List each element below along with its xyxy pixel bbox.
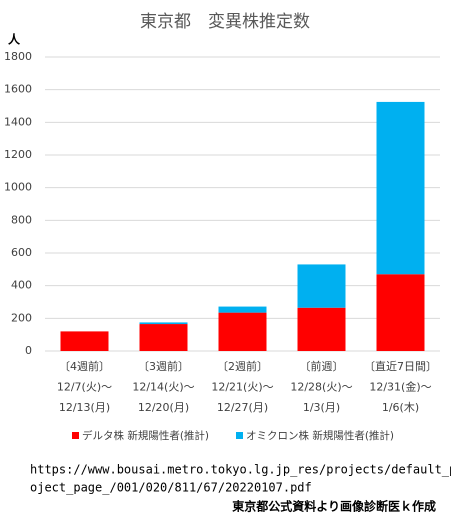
x-tick-label: 〔前週〕: [300, 359, 344, 373]
y-tick-label: 1600: [4, 83, 32, 96]
legend-label: デルタ株 新規陽性者(推計): [82, 429, 209, 442]
x-tick-label: 〔直近7日間〕: [364, 359, 437, 373]
y-tick-label: 1800: [4, 50, 32, 63]
legend-swatch: [236, 432, 243, 439]
y-tick-label: 600: [11, 246, 32, 259]
y-tick-label: 1200: [4, 148, 32, 161]
bar-segment: [218, 306, 267, 313]
bar-segment: [139, 322, 188, 325]
x-tick-label: 1/3(月): [303, 401, 340, 414]
x-tick-label: 12/14(火)〜: [132, 381, 194, 394]
bar-segment: [297, 307, 346, 351]
legend-label: オミクロン株 新規陽性者(推計): [246, 429, 394, 442]
y-tick-label: 1400: [4, 115, 32, 128]
x-tick-label: 12/27(月): [217, 401, 268, 414]
legend-swatch: [72, 432, 79, 439]
source-url: oject_page_/001/020/811/67/20220107.pdf: [30, 481, 312, 495]
x-tick-label: 12/21(火)〜: [211, 381, 273, 394]
x-tick-label: 12/28(火)〜: [290, 381, 352, 394]
x-tick-label: 1/6(木): [382, 401, 419, 414]
y-axis-label: 人: [8, 32, 21, 47]
bar-segment: [376, 101, 425, 275]
bar-segment: [139, 324, 188, 351]
credit: 東京都公式資料より画像診断医ｋ作成: [232, 499, 436, 514]
x-tick-label: 12/13(月): [59, 401, 110, 414]
bar-segment: [297, 264, 346, 308]
x-tick-label: 〔4週前〕: [59, 359, 110, 373]
x-tick-label: 〔3週前〕: [138, 359, 189, 373]
chart-title: 東京都 変異株推定数: [140, 12, 310, 32]
y-tick-label: 0: [25, 344, 32, 357]
y-tick-label: 800: [11, 213, 32, 226]
y-tick-label: 200: [11, 311, 32, 324]
y-tick-label: 1000: [4, 181, 32, 194]
bar-segment: [60, 331, 109, 351]
x-tick-label: 〔2週前〕: [217, 359, 268, 373]
source-url: https://www.bousai.metro.tokyo.lg.jp_res…: [30, 463, 451, 477]
y-tick-label: 400: [11, 279, 32, 292]
x-tick-label: 12/31(金)〜: [369, 380, 431, 394]
x-tick-label: 12/20(月): [138, 401, 189, 414]
bar-segment: [376, 274, 425, 351]
bar-segment: [218, 312, 267, 351]
x-tick-label: 12/7(火)〜: [57, 381, 112, 394]
